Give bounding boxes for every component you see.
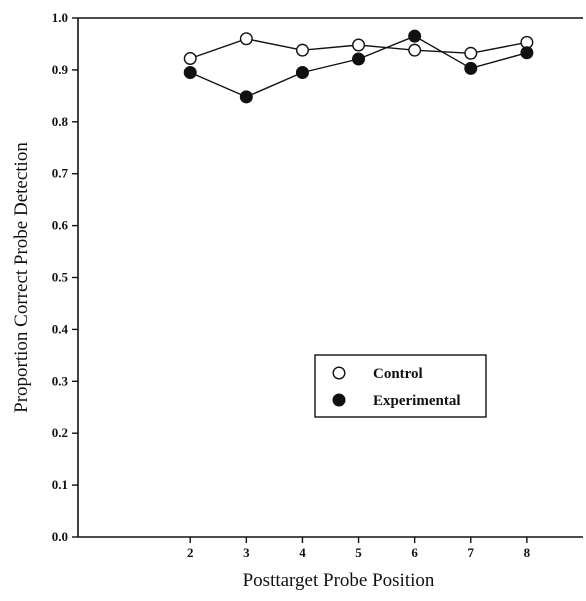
- data-point-control: [183, 51, 197, 65]
- data-point-control: [295, 43, 309, 57]
- y-tick-label: 0.3: [52, 373, 69, 388]
- y-tick-label: 0.6: [52, 218, 69, 233]
- series-layer: [183, 29, 534, 104]
- y-tick-label: 0.2: [52, 425, 68, 440]
- legend-label-control: Control: [373, 366, 423, 382]
- legend-marker-control: [332, 366, 346, 380]
- y-tick-label: 1.0: [52, 10, 68, 25]
- x-tick-label: 4: [299, 545, 306, 560]
- x-axis-title: Posttarget Probe Position: [243, 570, 435, 591]
- data-point-experimental: [464, 61, 478, 75]
- y-axis-title: Proportion Correct Probe Detection: [11, 142, 32, 413]
- legend-marker-experimental: [332, 393, 346, 407]
- y-tick-label: 0.4: [52, 321, 69, 336]
- data-point-control: [239, 32, 253, 46]
- y-tick-label: 0.0: [52, 529, 68, 544]
- data-point-experimental: [352, 52, 366, 66]
- y-ticks: 0.0 0.1 0.2 0.3 0.4 0.5 0.6 0.7 0.8 0.9 1.0: [52, 10, 78, 544]
- y-tick-label: 0.5: [52, 270, 69, 285]
- data-point-experimental: [183, 65, 197, 79]
- data-point-experimental: [295, 65, 309, 79]
- y-tick-label: 0.9: [52, 62, 69, 77]
- y-tick-label: 0.8: [52, 114, 69, 129]
- x-tick-label: 7: [468, 545, 475, 560]
- data-point-control: [408, 43, 422, 57]
- data-point-experimental: [408, 29, 422, 43]
- data-point-control: [464, 46, 478, 60]
- x-tick-label: 2: [187, 545, 194, 560]
- x-tick-label: 6: [411, 545, 418, 560]
- x-tick-label: 8: [524, 545, 531, 560]
- data-point-control: [352, 38, 366, 52]
- data-point-experimental: [520, 46, 534, 60]
- y-tick-label: 0.7: [52, 166, 69, 181]
- legend-label-experimental: Experimental: [373, 393, 461, 409]
- x-tick-label: 5: [355, 545, 362, 560]
- legend-box: [314, 354, 487, 418]
- legend: Control Experimental: [314, 354, 487, 418]
- x-ticks: 2 3 4 5 6 7 8: [187, 537, 531, 560]
- axes: [77, 17, 583, 538]
- data-point-experimental: [239, 90, 253, 104]
- x-tick-label: 3: [243, 545, 250, 560]
- y-tick-label: 0.1: [52, 477, 68, 492]
